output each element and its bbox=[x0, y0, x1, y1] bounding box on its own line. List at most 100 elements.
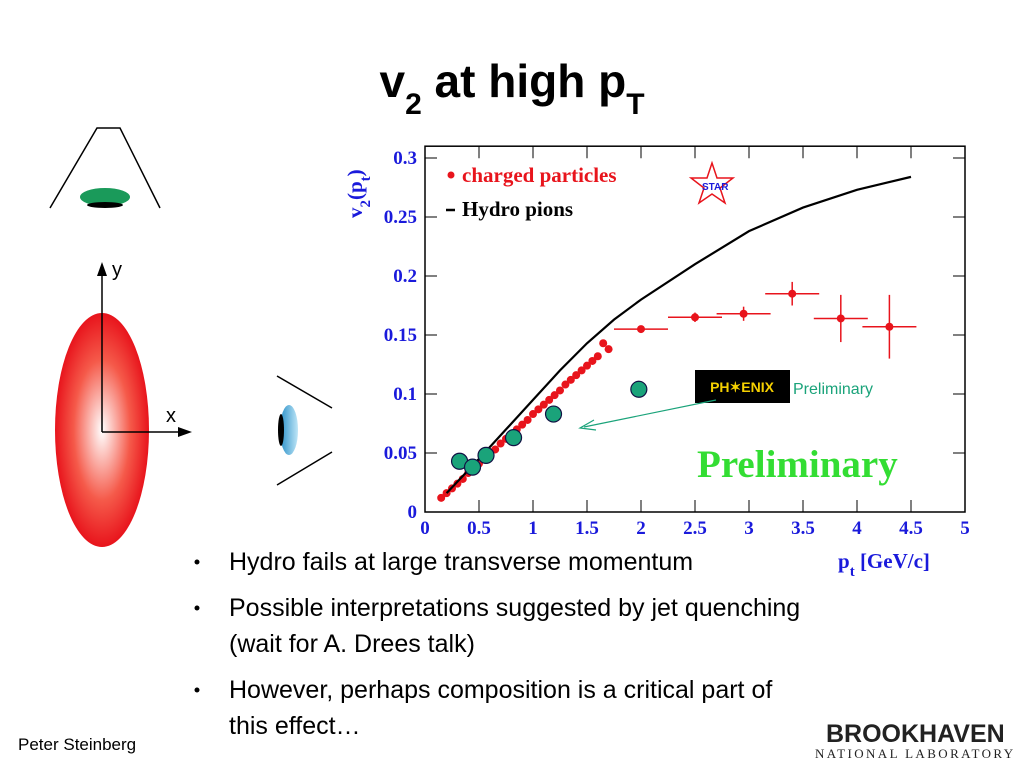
y-axis-label-part: (p bbox=[343, 181, 367, 200]
x-tick-label: 3.5 bbox=[791, 518, 815, 539]
star-point bbox=[556, 386, 564, 395]
star-point bbox=[593, 352, 602, 361]
phenix-logo bbox=[695, 370, 790, 403]
star-point bbox=[550, 391, 559, 400]
x-axis-label-part: [GeV/c] bbox=[855, 549, 930, 573]
star-point bbox=[545, 395, 554, 404]
x-axis-label-part: p bbox=[838, 549, 850, 573]
arrow bbox=[97, 262, 107, 276]
star-point bbox=[453, 479, 462, 488]
pupil bbox=[87, 202, 123, 208]
lens bbox=[80, 188, 130, 206]
diagram: y x bbox=[49, 127, 333, 547]
star-point bbox=[496, 439, 505, 448]
x-tick-label: 2 bbox=[636, 518, 646, 539]
y-tick-label: 0 bbox=[408, 502, 418, 523]
phenix-point bbox=[630, 380, 648, 398]
axis-label: x bbox=[166, 405, 176, 427]
y-tick-label: 0.3 bbox=[393, 148, 417, 169]
star-point bbox=[637, 325, 645, 334]
phenix-point bbox=[504, 429, 523, 447]
view-lines bbox=[49, 127, 161, 209]
y-tick-label: 0.25 bbox=[384, 207, 417, 228]
logo-subtext: NATIONAL LABORATORY bbox=[815, 746, 1016, 761]
title-part: at high p bbox=[422, 55, 626, 107]
phenix-point bbox=[463, 458, 482, 476]
bullet-text: Hydro fails at large transverse momentum bbox=[229, 548, 693, 576]
x-tick-label: 4 bbox=[852, 518, 862, 539]
y-tick-label: 0.05 bbox=[384, 443, 417, 464]
logo-text: BROOKHAVEN bbox=[826, 720, 1005, 748]
bullet-dot bbox=[194, 605, 200, 611]
x-tick-label: 1 bbox=[528, 518, 538, 539]
x-axis-label-part: t bbox=[850, 564, 855, 580]
y-axis-label-part: ) bbox=[343, 169, 367, 176]
footer-author: Peter Steinberg bbox=[18, 735, 136, 754]
phenix-note: Preliminary bbox=[793, 381, 873, 398]
view-lines bbox=[276, 375, 333, 486]
star-point bbox=[788, 289, 797, 298]
x-tick-label: 0.5 bbox=[467, 518, 491, 539]
star-point bbox=[604, 345, 613, 354]
y-tick-label: 0.15 bbox=[384, 325, 417, 346]
phenix-logo-text: PH✶ENIX bbox=[710, 379, 775, 395]
star-point bbox=[583, 361, 591, 370]
x-tick-label: 3 bbox=[744, 518, 754, 539]
star-point bbox=[539, 400, 548, 409]
star-point bbox=[691, 313, 699, 322]
star-point bbox=[739, 309, 748, 318]
star-point bbox=[566, 375, 575, 384]
phenix-point bbox=[477, 446, 495, 464]
legend-label: Hydro pions bbox=[462, 197, 573, 221]
star-point bbox=[529, 410, 537, 419]
preliminary-label: Preliminary bbox=[697, 443, 898, 486]
star-point bbox=[534, 405, 543, 414]
star-point bbox=[836, 314, 845, 323]
star-point bbox=[885, 322, 894, 331]
bullet-dot bbox=[194, 559, 200, 565]
bullet-text: However, perhaps composition is a critic… bbox=[229, 676, 772, 704]
y-tick-label: 0.2 bbox=[393, 266, 417, 287]
phenix-point bbox=[544, 405, 563, 423]
y-axis-label: v2(pt) bbox=[343, 169, 374, 218]
hydro-curve bbox=[445, 175, 912, 494]
star-point bbox=[561, 380, 570, 389]
pupil bbox=[278, 414, 284, 446]
y-axis-label-part: t bbox=[358, 176, 374, 181]
title-part: v bbox=[379, 55, 405, 107]
title-part: T bbox=[626, 88, 644, 121]
star-point bbox=[588, 356, 597, 365]
legend-label: charged particles bbox=[462, 163, 617, 187]
bullet-list: Hydro fails at large transverse momentum… bbox=[194, 548, 800, 740]
star-point bbox=[577, 366, 586, 375]
x-axis-label: pt [GeV/c] bbox=[838, 549, 930, 580]
star-logo bbox=[688, 160, 736, 205]
annotation-arrowhead bbox=[578, 419, 597, 431]
legend-marker bbox=[447, 171, 455, 179]
x-tick-label: 1.5 bbox=[575, 518, 599, 539]
arrow bbox=[178, 427, 192, 437]
annotation-arrow bbox=[583, 399, 717, 428]
bullet-text: Possible interpretations suggested by je… bbox=[229, 594, 800, 622]
star-point bbox=[518, 420, 527, 429]
chart: 0 0.5 1 1.5 2 2.5 3 3.5 4 4.5 5 0 0.05 0.1 0.15 0.2 0.25… bbox=[343, 145, 970, 580]
x-tick-label: 2.5 bbox=[683, 518, 707, 539]
star-point bbox=[523, 415, 532, 424]
slide-title: v2 at high pT bbox=[379, 55, 644, 121]
title-part: 2 bbox=[405, 88, 422, 121]
bullet-text: (wait for A. Drees talk) bbox=[229, 630, 475, 658]
lens bbox=[280, 405, 298, 455]
star-point bbox=[572, 371, 581, 380]
bullet-dot bbox=[194, 687, 200, 693]
bullet-text: this effect… bbox=[229, 712, 361, 740]
star-logo-text: STAR bbox=[702, 182, 729, 193]
axis-label: y bbox=[112, 259, 122, 281]
star-point bbox=[599, 339, 608, 348]
star-point bbox=[437, 493, 446, 502]
y-axis-label-part: 2 bbox=[358, 200, 374, 208]
x-tick-label: 0 bbox=[420, 518, 430, 539]
x-tick-label: 4.5 bbox=[899, 518, 923, 539]
x-tick-label: 5 bbox=[960, 518, 970, 539]
